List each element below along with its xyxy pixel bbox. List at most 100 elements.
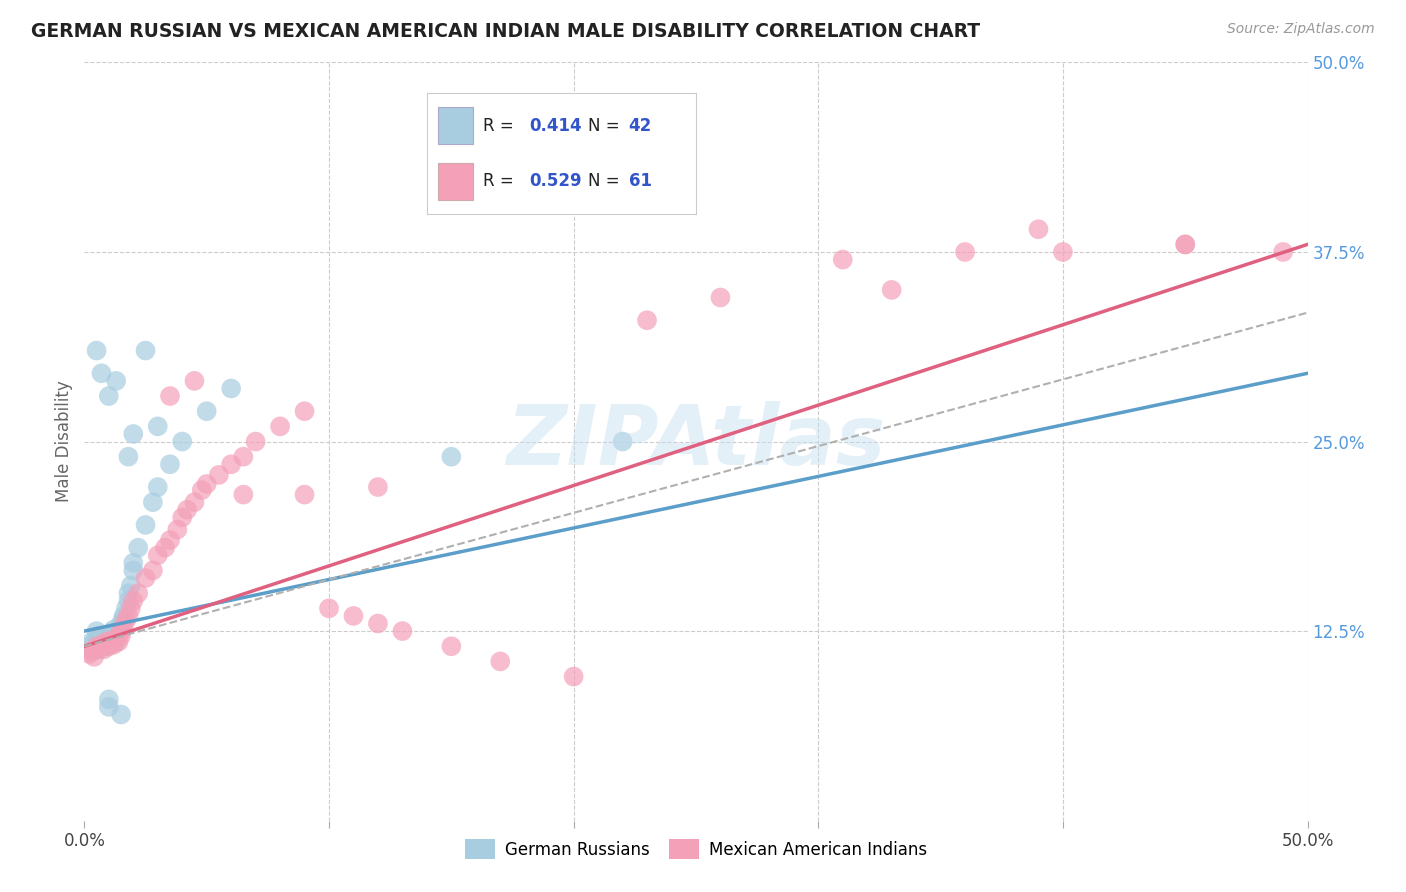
Point — [77, 647, 100, 661]
Point — [87, 642, 110, 657]
Point — [100, 625, 122, 640]
Point — [135, 571, 157, 585]
Point — [80, 634, 103, 648]
Point — [219, 382, 242, 396]
Point — [269, 419, 291, 434]
Point — [117, 450, 139, 464]
Point — [112, 608, 135, 623]
Point — [97, 699, 120, 714]
Point — [176, 503, 198, 517]
Point — [112, 612, 135, 626]
Point — [183, 374, 205, 388]
Point — [96, 634, 118, 648]
Point — [880, 283, 903, 297]
Point — [367, 616, 389, 631]
Text: Source: ZipAtlas.com: Source: ZipAtlas.com — [1227, 22, 1375, 37]
Point — [110, 707, 132, 722]
Point — [367, 480, 389, 494]
Point — [146, 419, 169, 434]
Point — [294, 404, 316, 418]
Point — [117, 586, 139, 600]
Point — [107, 634, 129, 648]
Point — [110, 624, 132, 639]
Point — [100, 633, 122, 648]
Point — [105, 632, 128, 646]
Point — [97, 627, 120, 641]
Point — [117, 608, 139, 623]
Point — [195, 477, 218, 491]
Point — [105, 374, 128, 388]
Point — [97, 692, 120, 706]
Point — [90, 366, 112, 380]
Point — [110, 616, 132, 631]
Point — [93, 642, 115, 657]
Point — [831, 252, 853, 267]
Point — [122, 594, 145, 608]
Point — [115, 614, 138, 628]
Point — [191, 483, 214, 497]
Point — [709, 291, 731, 305]
Text: ZIPAtlas: ZIPAtlas — [506, 401, 886, 482]
Point — [127, 586, 149, 600]
Point — [342, 608, 364, 623]
Point — [142, 564, 165, 578]
Y-axis label: Male Disability: Male Disability — [55, 381, 73, 502]
Point — [90, 638, 112, 652]
Point — [105, 629, 128, 643]
Point — [245, 434, 267, 449]
Point — [135, 517, 157, 532]
Point — [1028, 222, 1050, 236]
Point — [636, 313, 658, 327]
Point — [86, 343, 108, 358]
Point — [122, 556, 145, 570]
Point — [117, 594, 139, 608]
Point — [87, 640, 110, 655]
Point — [103, 623, 125, 637]
Point — [96, 636, 118, 650]
Point — [97, 389, 120, 403]
Point — [489, 655, 512, 669]
Point — [232, 450, 254, 464]
Point — [232, 487, 254, 501]
Point — [172, 510, 194, 524]
Point — [391, 624, 413, 639]
Point — [142, 495, 165, 509]
Point — [166, 523, 188, 537]
Point — [77, 639, 100, 653]
Point — [195, 404, 218, 418]
Point — [93, 633, 115, 648]
Point — [120, 579, 142, 593]
Point — [135, 343, 157, 358]
Point — [80, 644, 103, 658]
Point — [87, 629, 110, 643]
Point — [97, 636, 120, 650]
Point — [208, 467, 231, 482]
Point — [1174, 237, 1197, 252]
Point — [107, 624, 129, 639]
Point — [1174, 237, 1197, 252]
Point — [93, 630, 115, 644]
Point — [318, 601, 340, 615]
Point — [110, 619, 132, 633]
Point — [122, 427, 145, 442]
Point — [146, 480, 169, 494]
Legend: German Russians, Mexican American Indians: German Russians, Mexican American Indian… — [458, 833, 934, 865]
Point — [1052, 244, 1074, 259]
Point — [112, 619, 135, 633]
Point — [96, 639, 118, 653]
Point — [103, 638, 125, 652]
Point — [83, 649, 105, 664]
Point — [86, 632, 108, 646]
Point — [153, 541, 176, 555]
Point — [90, 638, 112, 652]
Point — [172, 434, 194, 449]
Point — [612, 434, 634, 449]
Point — [146, 548, 169, 563]
Point — [90, 634, 112, 648]
Point — [103, 630, 125, 644]
Point — [159, 533, 181, 548]
Point — [115, 601, 138, 615]
Point — [159, 389, 181, 403]
Point — [122, 564, 145, 578]
Point — [83, 644, 105, 658]
